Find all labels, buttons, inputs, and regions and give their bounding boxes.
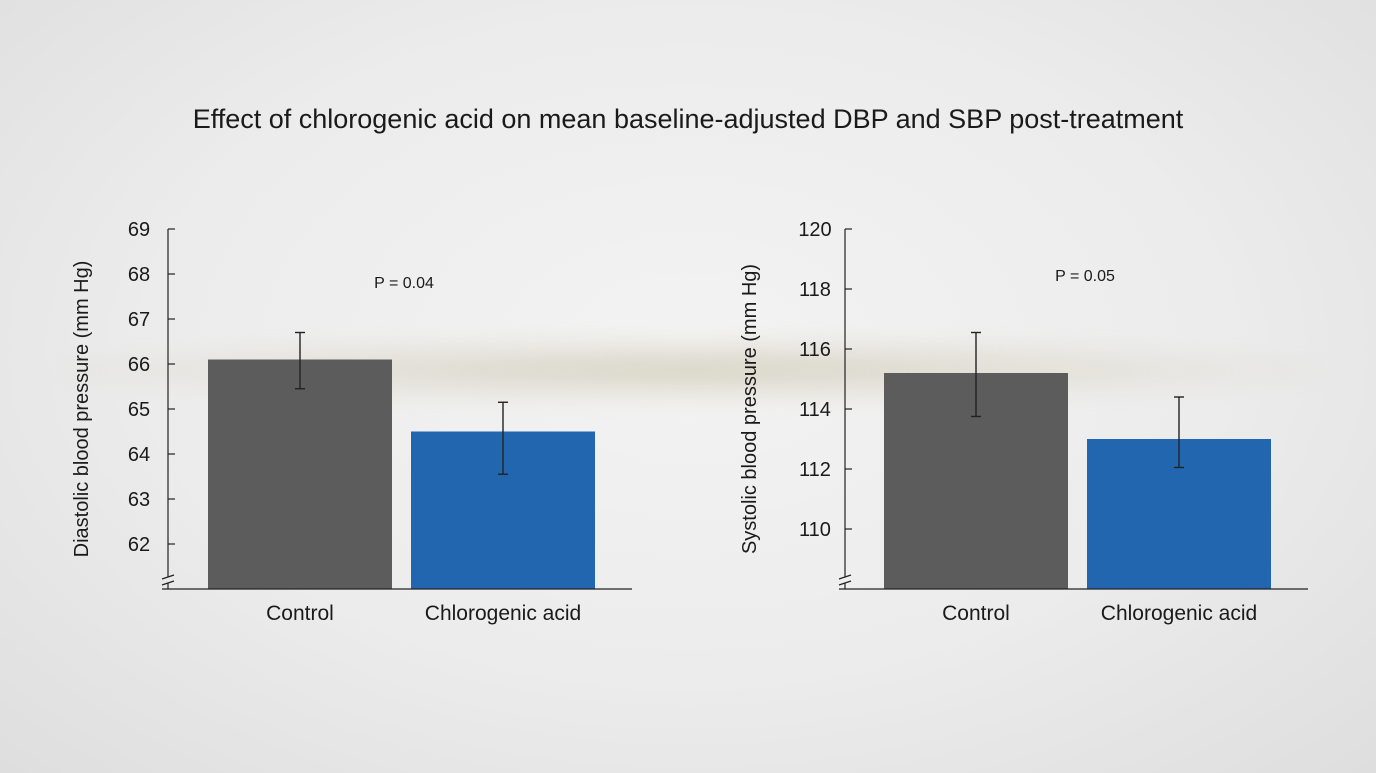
y-tick-label: 67 (128, 309, 150, 331)
y-tick-label: 62 (128, 534, 150, 556)
y-tick-label: 65 (128, 399, 150, 421)
axis-break-mark (838, 574, 852, 580)
p-value-annotation: P = 0.04 (374, 275, 434, 292)
y-axis-label: Systolic blood pressure (mm Hg) (739, 264, 761, 554)
y-tick-label: 64 (128, 444, 150, 466)
y-tick-label: 120 (798, 219, 831, 241)
y-tick-label: 69 (128, 219, 150, 241)
p-value-annotation: P = 0.05 (1055, 268, 1115, 285)
axis-break-mark (161, 580, 175, 586)
y-tick-label: 112 (799, 459, 831, 481)
axis-break-mark (161, 574, 175, 580)
y-tick-label: 118 (799, 279, 831, 301)
y-tick-label: 114 (799, 399, 831, 421)
y-axis-label: Diastolic blood pressure (mm Hg) (71, 261, 93, 558)
dbp-chart: 62 63 64 65 66 67 68 69 Control Chlorogenic acid D… (71, 219, 632, 625)
x-category-label: Chlorogenic acid (1101, 602, 1257, 625)
y-tick-label: 68 (128, 264, 150, 286)
y-tick-label: 116 (799, 339, 831, 361)
x-category-label: Control (266, 602, 334, 625)
x-category-label: Control (942, 602, 1010, 625)
sbp-chart: 110 112 114 116 118 120 Control Chlorogenic aci… (739, 219, 1308, 625)
x-category-label: Chlorogenic acid (425, 602, 581, 625)
y-tick-label: 63 (128, 489, 150, 511)
chart-title: Effect of chlorogenic acid on mean basel… (192, 104, 1184, 134)
control-bar (208, 359, 392, 589)
y-tick-label: 110 (799, 519, 831, 541)
axis-break-mark (838, 580, 852, 586)
y-tick-label: 66 (128, 354, 150, 376)
